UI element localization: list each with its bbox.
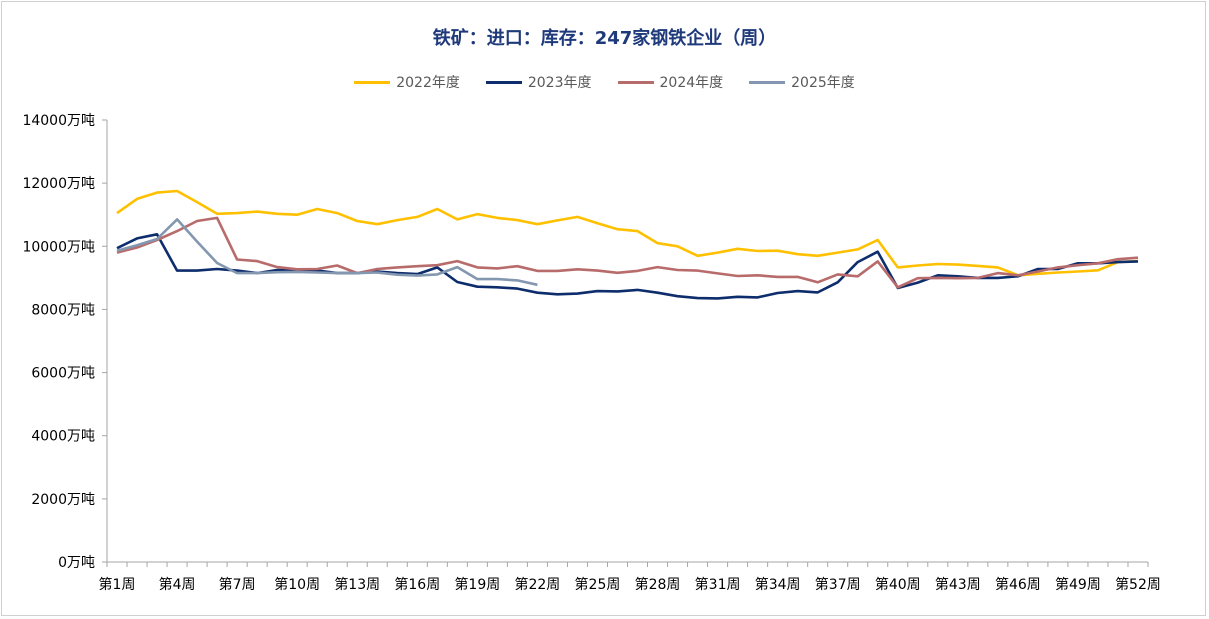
chart-title: 铁矿：进口：库存：247家钢铁企业（周） (432, 28, 777, 49)
y-tick-label: 8000万吨 (31, 302, 95, 318)
x-tick-label: 第37周 (815, 576, 861, 593)
legend-label: 2023年度 (527, 75, 592, 91)
legend-swatch (617, 80, 654, 84)
legend-label: 2022年度 (396, 75, 460, 91)
y-tick-label: 10000万吨 (22, 239, 95, 255)
x-tick-label: 第10周 (274, 576, 320, 593)
series-line-2025年度 (116, 218, 538, 287)
y-tick-label: 6000万吨 (31, 366, 95, 382)
y-tick-label: 12000万吨 (22, 176, 95, 192)
y-tick-label: 0万吨 (58, 555, 95, 571)
x-tick-label: 第34周 (755, 576, 801, 593)
x-tick-label: 第25周 (575, 576, 621, 593)
x-tick-label: 第1周 (99, 576, 136, 593)
y-tick-label: 4000万吨 (31, 429, 95, 445)
x-tick-label: 第22周 (514, 576, 560, 593)
x-tick-label: 第4周 (159, 576, 196, 593)
x-tick-label: 第7周 (219, 576, 256, 593)
legend-swatch (485, 80, 522, 84)
legend-item: 2022年度 (354, 72, 460, 92)
series-line-2022年度 (116, 189, 1139, 277)
series-line-2024年度 (116, 216, 1139, 289)
legend-swatch (749, 80, 786, 84)
x-tick-label: 第40周 (875, 576, 921, 593)
legend-item: 2024年度 (617, 72, 724, 92)
legend: 2022年度 2023年度 2024年度 2025年度 (0, 72, 1209, 92)
x-tick-label: 第16周 (394, 576, 440, 593)
y-tick-label: 14000万吨 (22, 113, 95, 129)
legend-item: 2025年度 (749, 72, 855, 92)
y-tick-label: 2000万吨 (31, 492, 95, 508)
x-tick-label: 第52周 (1115, 576, 1161, 593)
x-tick-label: 第28周 (635, 576, 681, 593)
legend-swatch (354, 80, 391, 84)
legend-item: 2023年度 (485, 72, 592, 92)
legend-label: 2025年度 (791, 75, 855, 91)
legend-label: 2024年度 (659, 75, 724, 91)
x-tick-label: 第43周 (935, 576, 981, 593)
x-tick-label: 第49周 (1055, 576, 1101, 593)
x-tick-label: 第46周 (995, 576, 1041, 593)
x-tick-label: 第13周 (334, 576, 380, 593)
x-tick-label: 第31周 (695, 576, 741, 593)
x-tick-label: 第19周 (454, 576, 500, 593)
